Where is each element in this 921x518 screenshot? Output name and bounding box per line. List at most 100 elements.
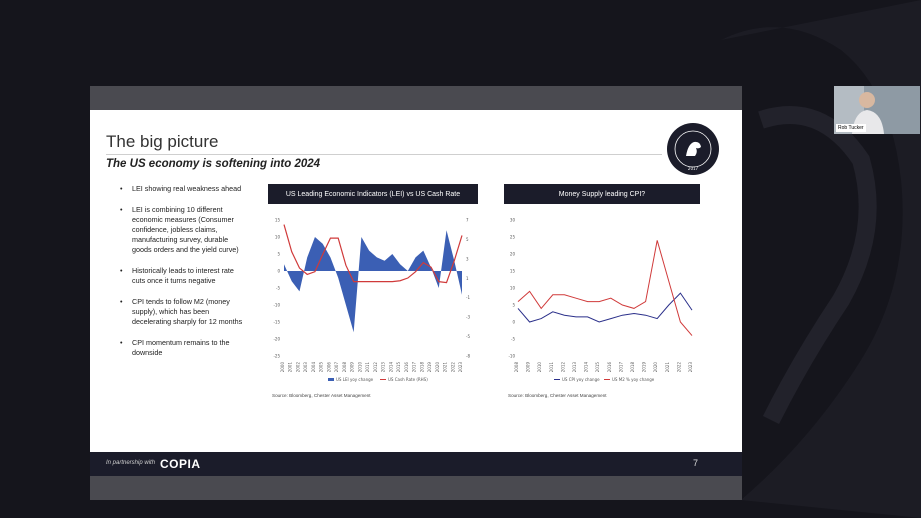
slide-subtitle: The US economy is softening into 2024 — [106, 158, 321, 170]
y-tick-label: 10 — [275, 235, 281, 240]
x-tick-label: 2021 — [443, 362, 448, 373]
y2-tick-label: -5 — [466, 334, 470, 339]
y2-tick-label: 3 — [466, 256, 469, 261]
y-tick-label: 25 — [510, 235, 516, 240]
slide-footer: In partnership with COPIA 7 — [90, 452, 742, 476]
x-tick-label: 2019 — [642, 362, 647, 373]
x-tick-label: 2013 — [381, 362, 386, 373]
x-tick-label: 2017 — [412, 362, 417, 373]
y-tick-label: 0 — [512, 320, 515, 325]
webcam-tile[interactable]: Rob Tucker — [834, 86, 920, 134]
x-tick-label: 2004 — [311, 362, 316, 373]
x-tick-label: 2020 — [435, 362, 440, 373]
title-divider — [106, 154, 662, 155]
legend-label: US LEI yoy change — [336, 377, 374, 382]
x-tick-label: 2022 — [450, 362, 455, 373]
x-tick-label: 2023 — [688, 362, 693, 373]
bullet-list: LEI showing real weakness ahead LEI is c… — [120, 184, 248, 369]
x-tick-label: 2018 — [419, 362, 424, 373]
x-tick-label: 2008 — [514, 362, 519, 373]
x-tick-label: 2003 — [303, 362, 308, 373]
y-tick-label: -25 — [273, 354, 280, 359]
x-tick-label: 2013 — [572, 362, 577, 373]
y-tick-label: -5 — [276, 286, 280, 291]
partner-text: In partnership with — [106, 460, 156, 466]
bullet-item: LEI is combining 10 different economic m… — [120, 205, 248, 255]
x-tick-label: 2021 — [665, 362, 670, 373]
slide-title: The big picture — [106, 132, 219, 151]
x-tick-label: 2017 — [618, 362, 623, 373]
cpi-line-series — [517, 292, 693, 323]
copia-logo: COPIA — [160, 457, 201, 471]
x-tick-label: 2001 — [288, 362, 293, 373]
m2-line-series — [517, 240, 693, 336]
y2-tick-label: -1 — [466, 295, 470, 300]
x-tick-label: 2022 — [676, 362, 681, 373]
x-tick-label: 2008 — [342, 362, 347, 373]
bullet-item: CPI momentum remains to the downside — [120, 338, 248, 358]
y2-tick-label: 5 — [466, 237, 469, 242]
x-tick-label: 2015 — [595, 362, 600, 373]
x-tick-label: 2012 — [373, 362, 378, 373]
m2-chart-title: Money Supply leading CPI? — [504, 184, 700, 204]
svg-text:2017: 2017 — [688, 166, 699, 171]
y2-tick-label: -8 — [466, 354, 470, 359]
x-tick-label: 2020 — [653, 362, 658, 373]
y-tick-label: 20 — [510, 252, 516, 257]
legend-label: US M2 % yoy change — [612, 377, 655, 382]
m2-chart-source: Source: Bloomberg, Chester Asset Managem… — [508, 393, 607, 398]
x-tick-label: 2009 — [526, 362, 531, 373]
y-tick-label: 0 — [277, 269, 280, 274]
x-tick-label: 2010 — [357, 362, 362, 373]
x-tick-label: 2000 — [280, 362, 285, 373]
x-tick-label: 2002 — [295, 362, 300, 373]
y-tick-label: 15 — [275, 218, 281, 223]
x-tick-label: 2014 — [584, 362, 589, 373]
bullet-item: LEI showing real weakness ahead — [120, 184, 248, 194]
presentation-stage: The big picture The US economy is soften… — [90, 86, 742, 500]
x-tick-label: 2012 — [560, 362, 565, 373]
x-tick-label: 2018 — [630, 362, 635, 373]
legend-label: US Cash Rate (RHS) — [388, 377, 428, 382]
lei-chart-title: US Leading Economic Indicators (LEI) vs … — [268, 184, 478, 204]
y-tick-label: 10 — [510, 286, 516, 291]
legend-label: US CPI yoy change — [562, 377, 600, 382]
x-tick-label: 2011 — [549, 362, 554, 373]
y2-tick-label: -3 — [466, 315, 470, 320]
x-tick-label: 2014 — [388, 362, 393, 373]
x-tick-label: 2019 — [427, 362, 432, 373]
y-tick-label: -5 — [511, 337, 515, 342]
y-tick-label: 5 — [512, 303, 515, 308]
chester-logo: 2017 — [667, 123, 719, 175]
participant-name: Rob Tucker — [836, 124, 866, 132]
page-number: 7 — [692, 458, 698, 468]
y-tick-label: -10 — [508, 354, 515, 359]
slide: The big picture The US economy is soften… — [90, 110, 742, 452]
x-tick-label: 2015 — [396, 362, 401, 373]
y2-tick-label: 7 — [466, 218, 469, 223]
y-tick-label: -20 — [273, 337, 280, 342]
x-tick-label: 2009 — [350, 362, 355, 373]
lei-chart-source: Source: Bloomberg, Chester Asset Managem… — [272, 393, 371, 398]
y-tick-label: -10 — [273, 303, 280, 308]
cash-rate-line-series — [283, 224, 463, 284]
x-tick-label: 2016 — [404, 362, 409, 373]
y2-tick-label: 1 — [466, 276, 469, 281]
x-tick-label: 2023 — [458, 362, 463, 373]
y-tick-label: 5 — [277, 252, 280, 257]
x-tick-label: 2007 — [334, 362, 339, 373]
y-tick-label: 30 — [510, 218, 516, 223]
y-tick-label: 15 — [510, 269, 516, 274]
bullet-item: CPI tends to follow M2 (money supply), w… — [120, 297, 248, 327]
x-tick-label: 2016 — [607, 362, 612, 373]
x-tick-label: 2011 — [365, 362, 370, 373]
bullet-item: Historically leads to interest rate cuts… — [120, 266, 248, 286]
x-tick-label: 2010 — [537, 362, 542, 373]
y-tick-label: -15 — [273, 320, 280, 325]
lei-chart: 15 10 5 0 -5 -10 -15 -20 -25 7 5 3 1 -1 -3 -5 -8 2000 2001… — [273, 218, 470, 383]
x-tick-label: 2005 — [319, 362, 324, 373]
background-crest — [721, 0, 921, 518]
x-tick-label: 2006 — [326, 362, 331, 373]
legend-swatch — [328, 378, 334, 381]
